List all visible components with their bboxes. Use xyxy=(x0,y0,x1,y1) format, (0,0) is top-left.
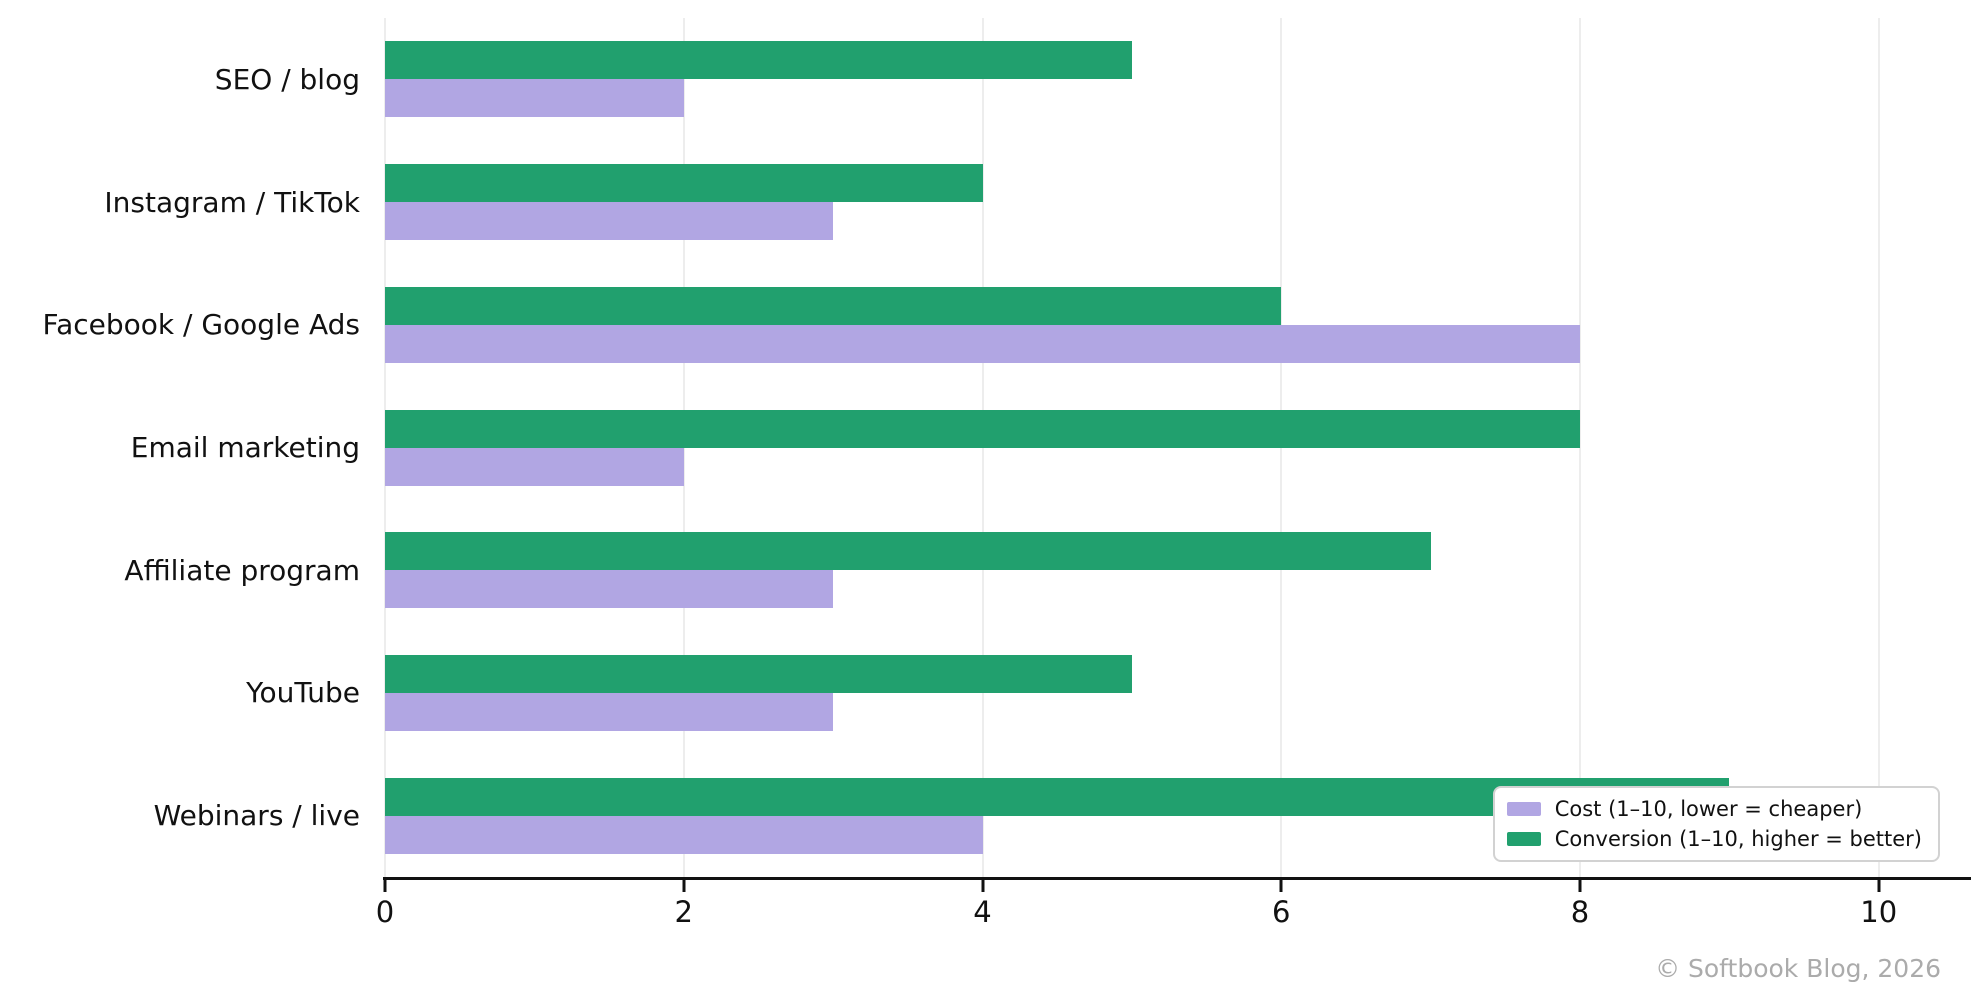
x-tick-label: 6 xyxy=(1272,895,1291,929)
x-tick-mark xyxy=(981,880,984,892)
x-tick-mark xyxy=(1578,880,1582,892)
bar-group-row xyxy=(385,386,1940,509)
conversion-bar xyxy=(385,164,983,203)
cost-bar xyxy=(385,692,834,731)
y-tick-label: Affiliate program xyxy=(124,553,360,587)
x-axis-spine xyxy=(383,877,1971,880)
y-tick-label: Email marketing xyxy=(130,431,360,465)
cost-bar xyxy=(385,202,834,241)
bar-group-row xyxy=(385,632,1940,755)
bar-group-row xyxy=(385,18,1940,141)
plot-area xyxy=(383,18,1971,880)
y-tick-label: Instagram / TikTok xyxy=(104,185,360,219)
watermark-text: © Softbook Blog, 2026 xyxy=(1655,954,1941,983)
bar-group-row xyxy=(385,263,1940,386)
gridline-x-8 xyxy=(1579,18,1581,877)
legend-swatch xyxy=(1506,802,1541,816)
x-tick-mark xyxy=(682,880,686,892)
conversion-bar xyxy=(385,409,1580,448)
legend-item: Cost (1–10, lower = cheaper) xyxy=(1506,797,1922,821)
bar-group-row xyxy=(385,141,1940,264)
conversion-bar xyxy=(385,532,1431,571)
bar-group-row xyxy=(385,509,1940,632)
y-tick-label: Webinars / live xyxy=(153,799,360,833)
y-axis-category-labels: SEO / blog Instagram / TikTok Facebook / G… xyxy=(0,18,360,877)
legend-label: Cost (1–10, lower = cheaper) xyxy=(1554,797,1863,821)
x-tick-label: 0 xyxy=(375,895,395,929)
x-tick-mark xyxy=(383,880,387,892)
conversion-bar xyxy=(385,41,1132,80)
legend-box: Cost (1–10, lower = cheaper) Conversion (… xyxy=(1492,786,1940,862)
y-tick-label: SEO / blog xyxy=(214,62,360,96)
x-tick-label: 4 xyxy=(973,895,992,929)
legend-swatch xyxy=(1506,832,1541,846)
bar-rows-container xyxy=(385,18,1940,877)
cost-bar xyxy=(385,815,983,854)
x-axis-ticks: 0 2 4 6 8 10 xyxy=(376,877,1940,937)
cost-bar xyxy=(385,79,684,118)
gridline-x-10 xyxy=(1877,18,1880,877)
x-tick-label: 8 xyxy=(1570,895,1590,929)
y-tick-label: YouTube xyxy=(246,676,360,710)
conversion-bar xyxy=(385,654,1132,693)
legend-item: Conversion (1–10, higher = better) xyxy=(1506,827,1922,851)
legend-label: Conversion (1–10, higher = better) xyxy=(1554,827,1922,851)
x-tick-mark xyxy=(1877,880,1881,892)
cost-bar xyxy=(385,447,684,486)
conversion-bar xyxy=(385,286,1282,325)
cost-bar xyxy=(385,570,834,609)
x-tick-label: 2 xyxy=(674,895,693,929)
x-tick-label: 10 xyxy=(1860,895,1898,929)
x-tick-mark xyxy=(1279,880,1283,892)
cost-bar xyxy=(385,324,1580,363)
y-tick-label: Facebook / Google Ads xyxy=(42,308,360,342)
